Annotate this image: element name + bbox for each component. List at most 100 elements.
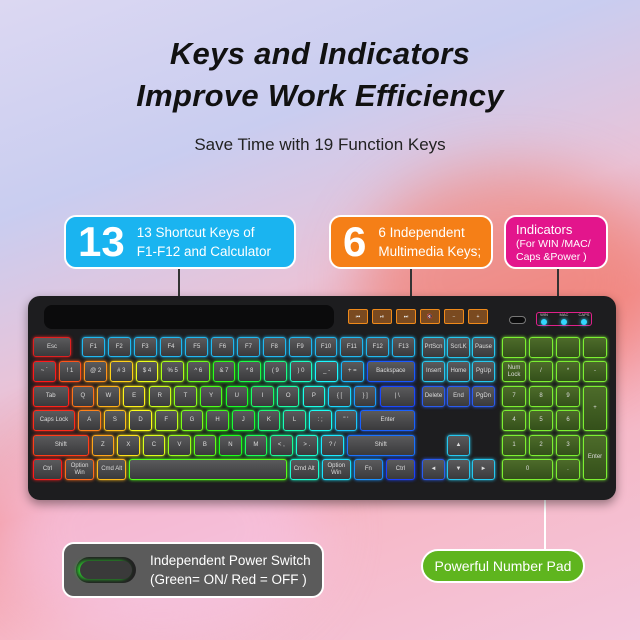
numpad-key[interactable]: Enter [583,435,607,480]
numpad-key[interactable] [529,337,553,358]
key[interactable]: ^ 6 [187,361,210,382]
key[interactable]: * 8 [238,361,261,382]
key-end[interactable]: End [447,386,470,407]
numpad-key[interactable] [556,337,580,358]
key-prtscn[interactable]: PrtScn [422,337,445,358]
key[interactable]: F [154,410,178,431]
key[interactable]: Enter [360,410,415,431]
key[interactable]: T [174,386,197,407]
numpad-key[interactable]: 8 [529,386,553,407]
key-arrow-down[interactable]: ▼ [447,459,470,480]
key-arrow-left[interactable]: ◄ [422,459,445,480]
numpad-key[interactable]: 7 [502,386,526,407]
key-insert[interactable]: Insert [422,361,445,382]
key[interactable]: Ctrl [385,459,415,480]
key[interactable]: ( 9 [264,361,287,382]
key[interactable]: M [244,435,268,456]
key-delete[interactable]: Delete [422,386,445,407]
key[interactable]: R [148,386,172,407]
key[interactable]: B [193,435,217,456]
key[interactable]: Tab [33,386,69,407]
key-f4[interactable]: F4 [159,337,183,357]
key-scrlk[interactable]: ScrLK [447,337,470,358]
key[interactable]: Ctrl [33,459,63,480]
key[interactable]: Cmd Alt [97,459,127,480]
numpad-key[interactable]: / [529,361,553,382]
key[interactable]: Option Win [321,459,351,480]
multimedia-key[interactable]: ⏭ [396,309,416,324]
key-f5[interactable]: F5 [185,337,209,357]
key[interactable]: { [ [328,386,351,407]
numpad-key[interactable]: . [556,459,580,480]
numpad-key[interactable]: - [583,361,607,382]
key[interactable]: D [129,410,152,431]
key[interactable]: W [97,386,120,407]
key-f6[interactable]: F6 [211,337,235,357]
key[interactable]: U [225,386,249,407]
key[interactable]: ) 0 [289,361,313,382]
key[interactable]: ! 1 [58,361,82,382]
key[interactable]: + = [341,361,364,382]
numpad-key[interactable]: 1 [502,435,526,456]
numpad-key[interactable]: Num Lock [502,361,526,382]
key-f13[interactable]: F13 [392,337,415,357]
numpad-key[interactable]: 9 [556,386,580,407]
key[interactable]: Shift [346,435,415,456]
key[interactable]: % 5 [161,361,184,382]
key[interactable]: } ] [353,386,377,407]
key[interactable]: N [219,435,242,456]
key-f2[interactable]: F2 [107,337,131,357]
numpad-key[interactable]: 3 [556,435,580,456]
key-pgup[interactable]: PgUp [472,361,495,382]
key[interactable]: J [231,410,255,431]
key-arrow-up[interactable]: ▲ [447,435,470,456]
key[interactable]: $ 4 [135,361,159,382]
key[interactable]: _ - [315,361,338,382]
key-f3[interactable]: F3 [133,337,157,357]
key-f11[interactable]: F11 [340,337,364,357]
key[interactable]: S [103,410,127,431]
numpad-key[interactable]: + [583,386,607,431]
key[interactable]: Backspace [366,361,415,382]
key[interactable]: A [77,410,101,431]
key[interactable]: > . [295,435,319,456]
key[interactable]: ~ ` [33,361,56,382]
key-space[interactable] [129,459,287,480]
key-f7[interactable]: F7 [237,337,260,357]
key-f9[interactable]: F9 [288,337,312,357]
key-f1[interactable]: F1 [82,337,105,357]
key[interactable]: V [168,435,191,456]
key[interactable]: " ' [334,410,358,431]
key[interactable]: # 3 [110,361,133,382]
multimedia-key[interactable]: ⏮ [348,309,368,324]
key[interactable]: | \ [379,386,415,407]
multimedia-key[interactable]: + [468,309,488,324]
key[interactable]: P [302,386,326,407]
key-f8[interactable]: F8 [262,337,286,357]
key[interactable]: : ; [308,410,332,431]
numpad-key[interactable]: 5 [529,410,553,431]
key-pgdn[interactable]: PgDn [472,386,495,407]
numpad-key[interactable]: 6 [556,410,580,431]
key[interactable]: Caps Lock [33,410,75,431]
multimedia-key[interactable]: − [444,309,464,324]
numpad-key[interactable]: 0 [502,459,553,480]
key[interactable]: G [180,410,204,431]
key[interactable]: L [283,410,306,431]
key[interactable]: E [122,386,146,407]
key[interactable]: H [206,410,229,431]
numpad-key[interactable]: * [556,361,580,382]
key[interactable]: @ 2 [84,361,107,382]
key[interactable]: Shift [33,435,89,456]
multimedia-key[interactable]: ⏯ [372,309,392,324]
numpad-key[interactable] [502,337,526,358]
key[interactable]: Option Win [65,459,95,480]
key[interactable]: I [251,386,274,407]
key-arrow-right[interactable]: ► [472,459,495,480]
power-switch[interactable] [509,316,526,324]
key[interactable]: Cmd Alt [289,459,319,480]
key[interactable]: & 7 [212,361,236,382]
key-pause[interactable]: Pause [472,337,495,358]
numpad-key[interactable]: 4 [502,410,526,431]
key[interactable]: Q [71,386,95,407]
